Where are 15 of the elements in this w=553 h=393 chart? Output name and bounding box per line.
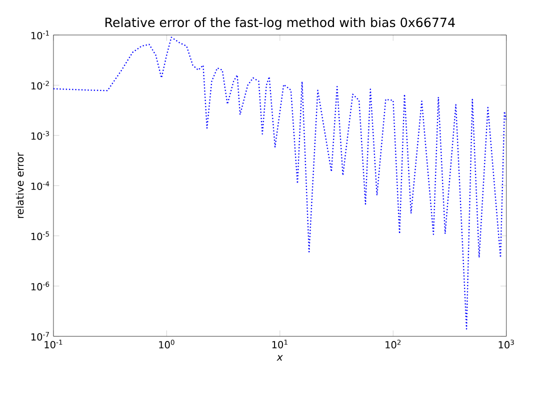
- x-tick-label: 10$^{0}$: [159, 340, 174, 349]
- y-tick-label: 10$^{-1}$: [31, 30, 49, 40]
- y-tick-label: 10$^{-3}$: [31, 131, 49, 140]
- y-axis-title: relative error: [16, 152, 24, 218]
- y-tick-label: 10$^{-6}$: [31, 282, 50, 291]
- y-tick-label: 10$^{-4}$: [31, 182, 50, 190]
- y-tick-label: 10$^{-2}$: [31, 81, 49, 90]
- x-tick-label: 10$^{2}$: [386, 340, 401, 349]
- x-axis-title: x: [276, 355, 283, 361]
- x-tick-label: 10$^{-1}$: [44, 340, 62, 349]
- y-tick-label: 10$^{-5}$: [31, 232, 49, 240]
- x-tick-label: 10$^{1}$: [272, 340, 288, 349]
- x-tick-label: 10$^{3}$: [498, 340, 514, 349]
- chart-title: Relative error of the fast-log method with bias 0x66774: [105, 18, 455, 30]
- y-tick-label: 10$^{-7}$: [31, 332, 49, 341]
